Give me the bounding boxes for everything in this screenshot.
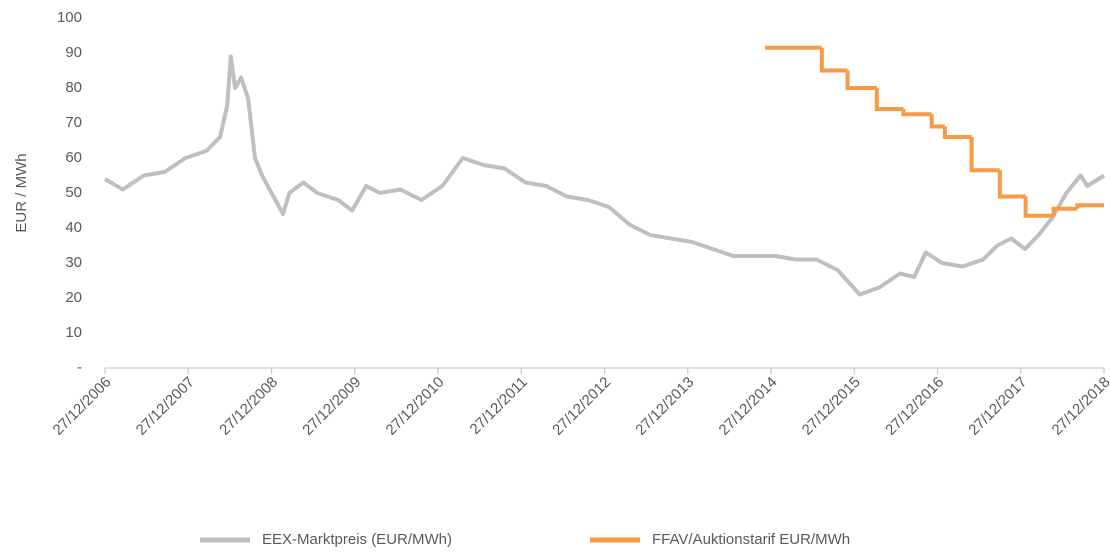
y-tick-label: 60	[65, 149, 82, 166]
x-tick-label: 27/12/2017	[965, 374, 1030, 439]
y-tick-label: 80	[65, 79, 82, 96]
x-tick-label: 27/12/2014	[716, 374, 781, 439]
y-tick-label: 40	[65, 219, 82, 236]
step-segment	[874, 88, 904, 111]
x-tick-label: 27/12/2011	[467, 374, 531, 438]
legend-label: EEX-Marktpreis (EUR/MWh)	[262, 531, 452, 548]
step-segment	[1023, 196, 1054, 218]
y-tick-label: 10	[65, 324, 82, 341]
x-tick-label: 27/12/2018	[1049, 374, 1110, 439]
step-segment	[901, 109, 932, 117]
y-axis-label: EUR / MWh	[13, 153, 30, 232]
y-tick-label: -	[77, 359, 82, 376]
step-segment	[819, 47, 848, 73]
step-segment	[929, 114, 945, 129]
y-tick-label: 50	[65, 184, 82, 201]
step-segment	[1075, 203, 1104, 209]
y-tick-label: 30	[65, 254, 82, 271]
step-segment	[1051, 206, 1078, 216]
x-tick-label: 27/12/2010	[383, 374, 448, 439]
step-segment	[997, 170, 1026, 199]
y-tick-label: 70	[65, 114, 82, 131]
x-tick-label: 27/12/2016	[882, 374, 947, 439]
x-tick-label: 27/12/2009	[299, 374, 364, 439]
legend-label: FFAV/Auktionstarif EUR/MWh	[652, 531, 850, 548]
step-segment	[942, 126, 972, 139]
x-tick-label: 27/12/2013	[632, 374, 697, 439]
y-tick-label: 100	[57, 9, 82, 26]
x-tick-label: 27/12/2015	[799, 374, 864, 439]
x-tick-label: 27/12/2007	[133, 374, 198, 439]
step-segment	[845, 70, 877, 90]
line	[103, 54, 1106, 297]
x-tick-label: 27/12/2006	[50, 374, 115, 439]
y-tick-label: 90	[65, 44, 82, 61]
x-tick-label: 27/12/2008	[216, 374, 281, 439]
step-segment	[969, 137, 1000, 173]
x-tick-label: 27/12/2012	[549, 374, 614, 439]
y-tick-label: 20	[65, 289, 82, 306]
